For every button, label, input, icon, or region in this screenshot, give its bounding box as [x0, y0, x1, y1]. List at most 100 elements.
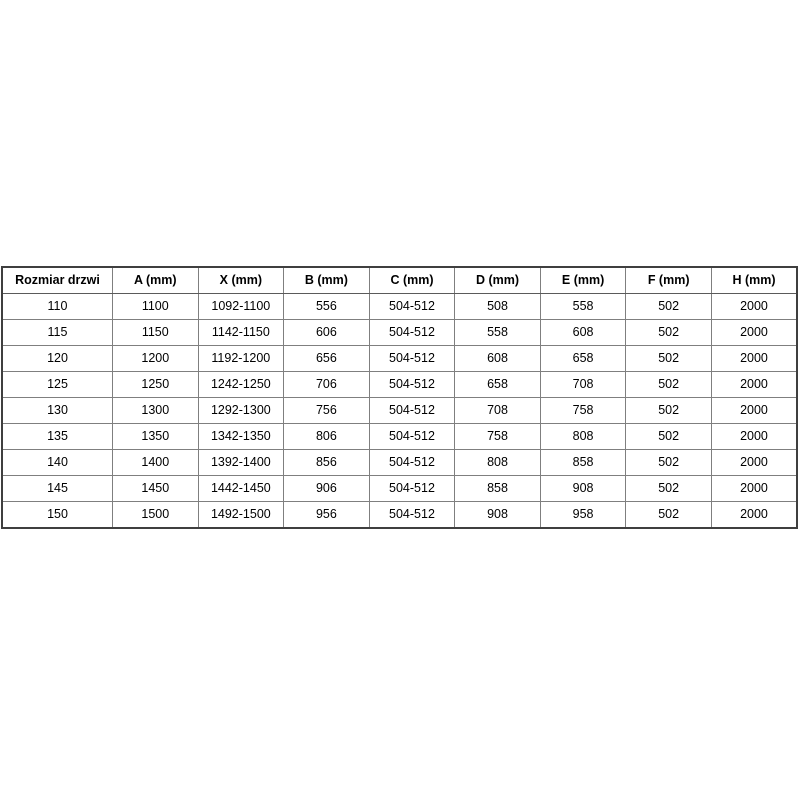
table-cell: 504-512	[368, 501, 456, 529]
table-cell: 708	[454, 397, 541, 424]
column-header: X (mm)	[197, 266, 285, 294]
table-cell: 608	[539, 319, 627, 346]
table-cell: 502	[625, 397, 712, 424]
table-cell: 504-512	[368, 345, 456, 372]
table-body: 110 1100 1092-1100 556 504-512 508 558 502 2000 1…	[1, 293, 798, 529]
table-cell: 1142-1150	[197, 319, 285, 346]
table-cell: 1100	[112, 293, 199, 320]
table-cell: 908	[539, 475, 627, 502]
table-cell: 150	[1, 501, 113, 529]
table-cell: 906	[283, 475, 370, 502]
table-cell: 130	[1, 397, 113, 424]
table-cell: 2000	[710, 449, 798, 476]
table-cell: 708	[539, 371, 627, 398]
table-cell: 504-512	[368, 397, 456, 424]
table-cell: 658	[539, 345, 627, 372]
table-row: 110 1100 1092-1100 556 504-512 508 558 502 2000	[1, 293, 798, 320]
table-row: 150 1500 1492-1500 956 504-512 908 958 502 2000	[1, 501, 798, 529]
table-cell: 504-512	[368, 319, 456, 346]
table-cell: 2000	[710, 371, 798, 398]
table-row: 140 1400 1392-1400 856 504-512 808 858 502 2000	[1, 449, 798, 476]
table-cell: 502	[625, 475, 712, 502]
table-cell: 956	[283, 501, 370, 529]
table-cell: 2000	[710, 423, 798, 450]
table-cell: 806	[283, 423, 370, 450]
table-cell: 140	[1, 449, 113, 476]
table-cell: 502	[625, 293, 712, 320]
table-cell: 1500	[112, 501, 199, 529]
table-cell: 504-512	[368, 475, 456, 502]
table-cell: 608	[454, 345, 541, 372]
table-cell: 1392-1400	[197, 449, 285, 476]
table-cell: 502	[625, 345, 712, 372]
table-cell: 502	[625, 371, 712, 398]
table-cell: 808	[539, 423, 627, 450]
table-cell: 502	[625, 449, 712, 476]
table-cell: 1292-1300	[197, 397, 285, 424]
table-row: 130 1300 1292-1300 756 504-512 708 758 502 2000	[1, 397, 798, 424]
spec-table-container: Rozmiar drzwi A (mm) X (mm) B (mm) C (mm) D (…	[1, 266, 798, 529]
table-cell: 1250	[112, 371, 199, 398]
table-cell: 858	[539, 449, 627, 476]
column-header: A (mm)	[112, 266, 199, 294]
table-cell: 2000	[710, 319, 798, 346]
table-cell: 908	[454, 501, 541, 529]
table-cell: 2000	[710, 293, 798, 320]
column-header: B (mm)	[283, 266, 370, 294]
table-cell: 1400	[112, 449, 199, 476]
column-header: Rozmiar drzwi	[1, 266, 113, 294]
column-header: D (mm)	[454, 266, 541, 294]
table-cell: 1242-1250	[197, 371, 285, 398]
table-cell: 808	[454, 449, 541, 476]
column-header: C (mm)	[368, 266, 456, 294]
table-cell: 1492-1500	[197, 501, 285, 529]
table-cell: 508	[454, 293, 541, 320]
table-cell: 1192-1200	[197, 345, 285, 372]
table-row: 145 1450 1442-1450 906 504-512 858 908 502 2000	[1, 475, 798, 502]
table-row: 115 1150 1142-1150 606 504-512 558 608 502 2000	[1, 319, 798, 346]
table-cell: 1300	[112, 397, 199, 424]
table-header-row: Rozmiar drzwi A (mm) X (mm) B (mm) C (mm) D (…	[1, 266, 798, 294]
table-cell: 656	[283, 345, 370, 372]
table-cell: 706	[283, 371, 370, 398]
table-cell: 504-512	[368, 449, 456, 476]
table-cell: 135	[1, 423, 113, 450]
table-row: 120 1200 1192-1200 656 504-512 608 658 502 2000	[1, 345, 798, 372]
table-cell: 1150	[112, 319, 199, 346]
table-cell: 558	[454, 319, 541, 346]
table-cell: 1200	[112, 345, 199, 372]
table-cell: 856	[283, 449, 370, 476]
table-row: 125 1250 1242-1250 706 504-512 658 708 502 2000	[1, 371, 798, 398]
table-cell: 504-512	[368, 423, 456, 450]
table-cell: 556	[283, 293, 370, 320]
table-cell: 125	[1, 371, 113, 398]
table-cell: 110	[1, 293, 113, 320]
table-cell: 2000	[710, 345, 798, 372]
table-cell: 1342-1350	[197, 423, 285, 450]
table-cell: 1092-1100	[197, 293, 285, 320]
table-cell: 502	[625, 423, 712, 450]
table-cell: 2000	[710, 501, 798, 529]
table-cell: 1350	[112, 423, 199, 450]
table-cell: 504-512	[368, 293, 456, 320]
table-cell: 1442-1450	[197, 475, 285, 502]
table-cell: 115	[1, 319, 113, 346]
column-header: F (mm)	[625, 266, 712, 294]
door-size-table: Rozmiar drzwi A (mm) X (mm) B (mm) C (mm) D (…	[1, 266, 798, 529]
column-header: E (mm)	[539, 266, 627, 294]
table-cell: 758	[539, 397, 627, 424]
table-cell: 504-512	[368, 371, 456, 398]
table-row: 135 1350 1342-1350 806 504-512 758 808 502 2000	[1, 423, 798, 450]
table-cell: 658	[454, 371, 541, 398]
table-cell: 2000	[710, 397, 798, 424]
table-cell: 1450	[112, 475, 199, 502]
table-cell: 758	[454, 423, 541, 450]
column-header: H (mm)	[710, 266, 798, 294]
table-header: Rozmiar drzwi A (mm) X (mm) B (mm) C (mm) D (…	[1, 266, 798, 294]
table-cell: 958	[539, 501, 627, 529]
table-cell: 502	[625, 501, 712, 529]
table-cell: 120	[1, 345, 113, 372]
table-cell: 145	[1, 475, 113, 502]
table-cell: 756	[283, 397, 370, 424]
